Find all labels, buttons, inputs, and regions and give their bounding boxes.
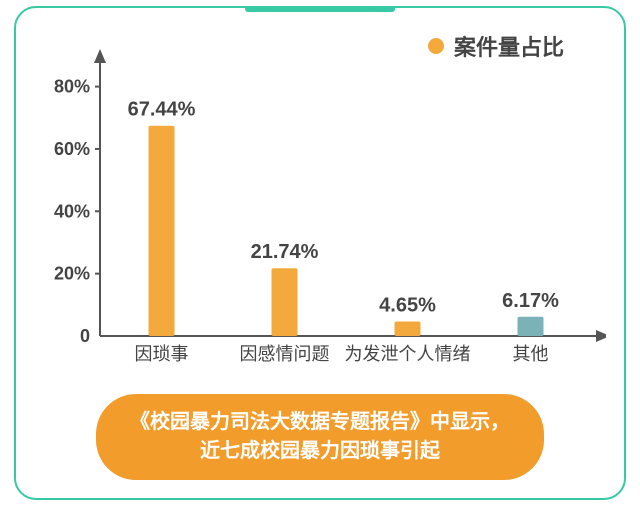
y-tick-label: 40% (54, 201, 90, 221)
bar-value-label: 21.74% (251, 241, 319, 263)
bar (272, 268, 298, 336)
y-tick-label: 80% (54, 77, 90, 97)
bar-value-label: 67.44% (128, 99, 196, 121)
y-tick-label: 20% (54, 264, 90, 284)
caption-pill: 《校园暴力司法大数据专题报告》中显示， 近七成校园暴力因琐事引起 (96, 394, 544, 480)
category-label: 为发泄个人情绪 (345, 344, 471, 364)
bar (395, 322, 421, 336)
caption-line-2: 近七成校园暴力因琐事引起 (130, 437, 510, 466)
bar (149, 126, 175, 336)
bar-value-label: 4.65% (379, 295, 436, 317)
chart-card: 案件量占比 020%40%60%80%67.44%因琐事21.74%因感情问题4… (14, 6, 626, 500)
category-label: 其他 (513, 344, 549, 364)
bar-value-label: 6.17% (502, 290, 559, 312)
y-tick-label: 0 (80, 326, 90, 346)
category-label: 因琐事 (135, 344, 189, 364)
category-label: 因感情问题 (240, 344, 330, 364)
y-tick-label: 60% (54, 139, 90, 159)
top-accent-bar (245, 6, 395, 12)
bar (518, 317, 544, 336)
caption-line-1: 《校园暴力司法大数据专题报告》中显示， (130, 408, 510, 437)
bar-chart: 0 20% 40% 60% 80% 67.44% 因琐事 21.74% 因感情问题 4.65% 为发… (46, 38, 606, 378)
